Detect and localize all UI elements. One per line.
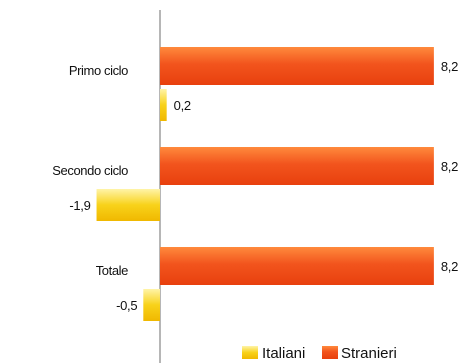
value-label-stranieri-primo-ciclo: 8,2 — [441, 59, 458, 74]
bar-stranieri-primo-ciclo — [160, 47, 434, 85]
legend-swatch-italiani — [242, 346, 258, 359]
category-label-primo-ciclo: Primo ciclo — [69, 63, 128, 78]
bar-stranieri-secondo-ciclo — [160, 147, 434, 185]
value-label-stranieri-secondo-ciclo: 8,2 — [441, 159, 458, 174]
legend: Italiani Stranieri — [242, 345, 397, 362]
bar-italiani-secondo-ciclo — [96, 189, 160, 221]
legend-label-stranieri: Stranieri — [341, 345, 397, 362]
value-label-italiani-totale: -0,5 — [116, 298, 137, 313]
bar-italiani-primo-ciclo — [160, 89, 167, 121]
bar-stranieri-totale — [160, 247, 434, 285]
legend-label-italiani: Italiani — [262, 345, 305, 362]
value-label-italiani-primo-ciclo: 0,2 — [174, 98, 191, 113]
value-label-stranieri-totale: 8,2 — [441, 259, 458, 274]
category-label-totale: Totale — [96, 263, 128, 278]
category-label-secondo-ciclo: Secondo ciclo — [52, 163, 128, 178]
bar-italiani-totale — [143, 289, 160, 321]
legend-swatch-stranieri — [322, 346, 338, 359]
value-label-italiani-secondo-ciclo: -1,9 — [69, 198, 90, 213]
